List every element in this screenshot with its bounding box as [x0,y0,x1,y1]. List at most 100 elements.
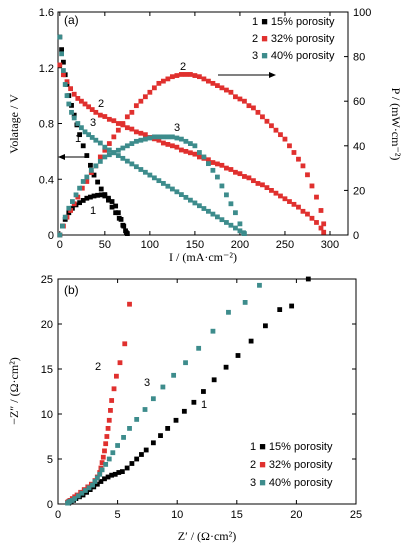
data-point [237,228,243,234]
data-point [235,353,241,358]
data-point [62,214,68,220]
data-point [156,134,162,140]
panel-b-series [65,276,311,506]
y-left-tick-label: 0.8 [39,119,54,131]
data-point [61,72,66,78]
data-point [211,377,217,383]
data-point [100,454,106,460]
data-point [82,129,88,135]
panel-a-plot-frame [57,11,349,236]
legend-swatch: ■ [259,459,266,471]
data-point [224,165,229,171]
data-point [97,112,103,118]
data-point [187,197,193,203]
data-point [174,135,180,141]
data-point [277,307,283,312]
data-point [309,215,315,221]
data-point [264,185,270,191]
data-point [210,167,216,173]
legend-num: 2 [250,459,259,471]
data-point [119,469,125,474]
data-point [305,211,310,217]
data-point [210,211,216,217]
data-point [133,129,139,135]
data-point [110,450,116,456]
data-point [183,138,189,144]
panel-a-curve-label-3-power: 3 [174,122,180,134]
data-point [257,282,262,288]
data-point [111,134,117,140]
data-point [60,223,65,229]
data-point [181,408,187,414]
data-point [133,103,139,109]
data-point [215,161,220,167]
data-point [206,78,211,84]
data-point [138,130,144,136]
data-point [206,157,211,163]
x-tick-label: 20 [290,509,302,521]
data-point [115,121,121,126]
data-point [201,206,207,211]
data-point [201,154,207,160]
data-point [255,109,261,115]
data-point [102,144,108,150]
data-point [77,200,83,206]
data-point [142,94,148,100]
data-point [93,163,99,169]
data-point [291,150,297,155]
data-point [228,222,234,228]
data-point [57,62,63,68]
data-point [287,199,292,204]
panel-a-curve-label-2-power: 2 [180,61,186,73]
panel-b-legend-item-40: 3 ■ 40% porosity [250,477,333,489]
data-point [62,82,68,87]
data-point [147,172,153,178]
data-point [61,68,66,73]
data-point [103,441,109,447]
data-point [228,89,234,95]
panel-a-label: (a) [64,13,79,27]
data-point [93,109,99,115]
data-point [309,183,315,189]
data-point [151,85,157,91]
legend-num: 3 [250,477,259,489]
data-point [210,328,216,334]
data-point [160,78,166,84]
data-point [113,203,119,209]
data-point [115,443,120,448]
y-right-tick-label: 0 [353,230,359,242]
data-point [187,141,193,146]
data-point [88,162,93,168]
data-point [94,481,100,487]
data-point [120,145,126,151]
x-tick-label: 250 [276,239,294,251]
data-point [147,135,153,141]
data-point [150,440,156,446]
data-point [75,493,81,499]
data-point [124,230,129,236]
legend-num: 3 [252,50,261,62]
data-point [91,172,97,178]
data-point [169,186,175,192]
data-point [273,127,279,133]
data-point [178,192,184,197]
data-point [129,109,135,115]
panel-b-y-ticks: 0 5 10 15 20 25 [41,274,356,511]
panel-a-legend: 1 ■ 15% porosity 2 ■ 32% porosity 3 ■ 40… [252,16,335,62]
data-point [93,137,99,143]
data-point [71,112,77,118]
data-point [242,300,248,305]
y-left-tick-label: 1.6 [39,7,54,19]
x-tick-label: 150 [186,239,204,251]
data-point [178,147,184,153]
data-point [187,150,193,156]
data-point [121,435,126,440]
data-point [296,156,301,162]
data-point [251,105,256,111]
data-point [219,183,225,189]
data-point [192,143,198,149]
data-point [89,135,95,140]
data-point [75,96,81,101]
data-point [160,384,166,390]
